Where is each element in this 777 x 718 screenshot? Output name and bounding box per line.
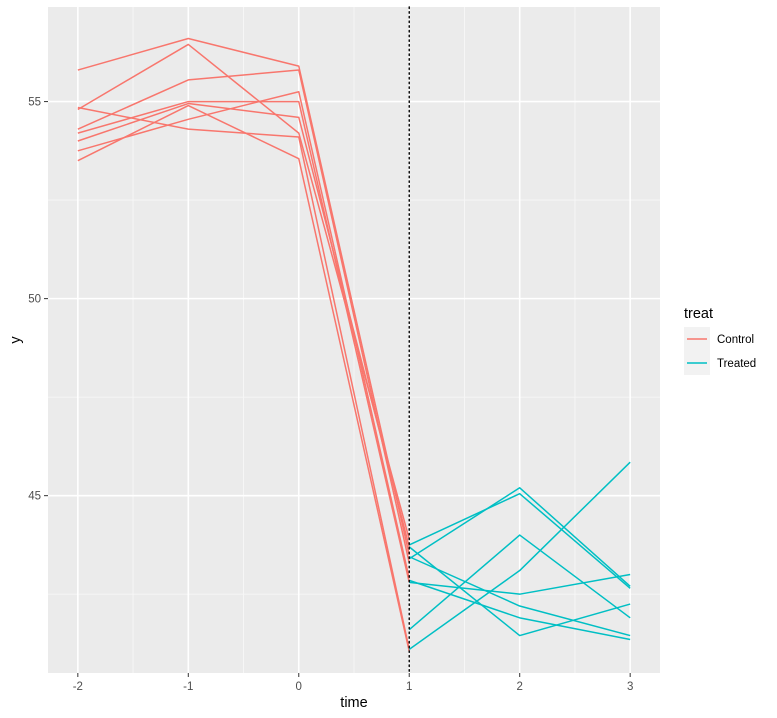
- x-axis-ticks: -2 -1 0 1 2 3: [73, 673, 633, 693]
- y-tick-label: 50: [28, 294, 41, 306]
- x-tick-label: 2: [517, 681, 523, 693]
- legend: treat Control Treated: [684, 306, 756, 375]
- series-line-control-8: [77, 104, 410, 652]
- y-axis-title: y: [8, 336, 24, 344]
- series-line-control-4: [77, 100, 410, 583]
- x-axis-title: time: [340, 695, 367, 711]
- x-tick-label: 1: [406, 681, 412, 693]
- series-line-control-6: [77, 90, 410, 579]
- series-line-treated-11: [408, 534, 631, 631]
- series-line-treated-14: [408, 579, 631, 641]
- x-tick-label: 0: [296, 681, 302, 693]
- x-tick-label: -1: [183, 681, 193, 693]
- legend-title: treat: [684, 306, 713, 322]
- legend-label-treated: Treated: [717, 358, 756, 370]
- series-line-treated-10: [408, 487, 631, 587]
- x-tick-label: -2: [73, 681, 83, 693]
- legend-label-control: Control: [717, 334, 754, 346]
- series-line-treated-15: [408, 546, 631, 637]
- y-tick-label: 45: [28, 491, 41, 503]
- y-tick-label: 55: [28, 97, 41, 109]
- series-line-treated-12: [408, 556, 631, 637]
- series-line-control-3: [77, 69, 410, 563]
- series-lines: [77, 37, 631, 652]
- x-tick-label: 3: [627, 681, 633, 693]
- series-line-treated-9: [408, 492, 631, 589]
- series-line-treated-16: [408, 461, 631, 650]
- series-line-control-7: [77, 106, 410, 650]
- series-line-treated-13: [409, 573, 631, 595]
- series-line-control-1: [77, 37, 410, 555]
- y-axis-ticks: 45 50 55: [28, 97, 48, 503]
